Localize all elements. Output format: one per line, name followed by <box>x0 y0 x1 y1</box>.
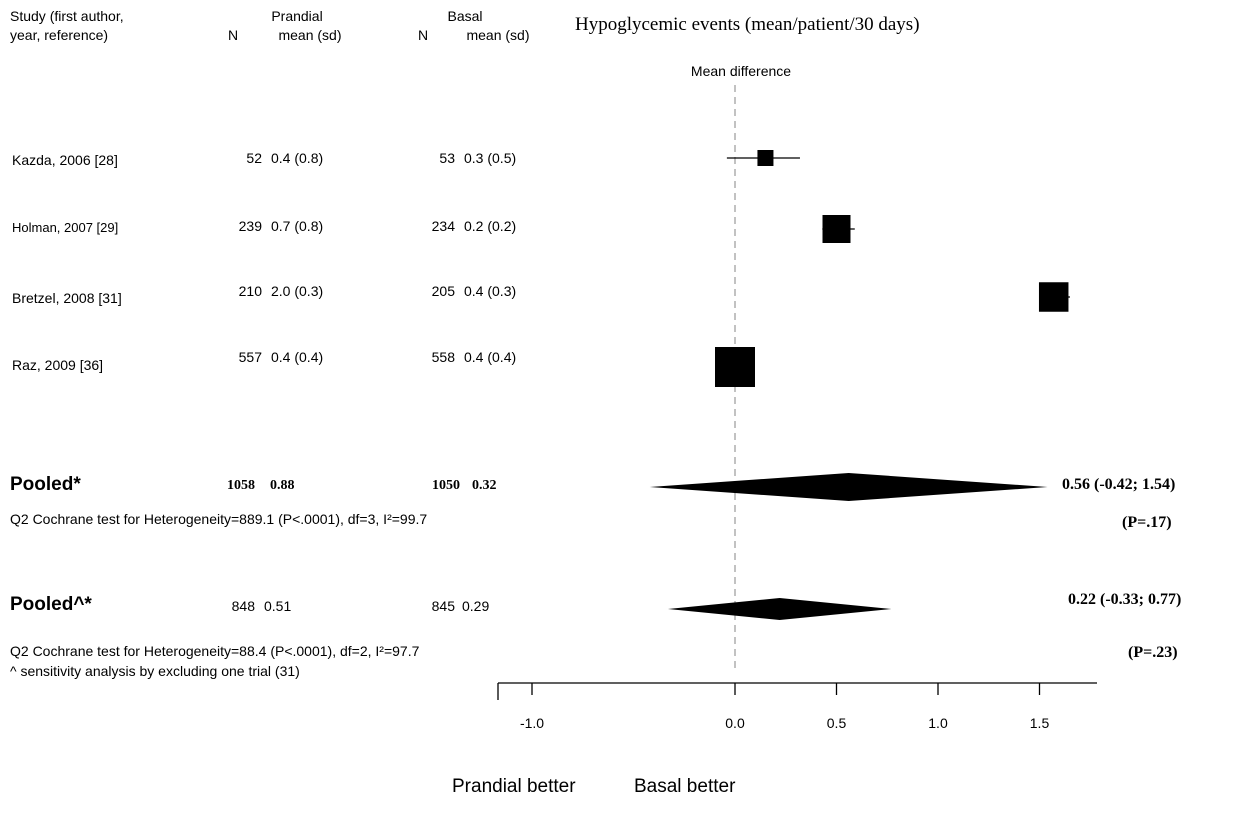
study-name: Kazda, 2006 [28] <box>12 152 118 168</box>
basal-mean-sd-header: mean (sd) <box>466 27 530 43</box>
pooled-prandial-mean: 0.51 <box>264 598 292 614</box>
pooled-prandial-mean: 0.88 <box>270 478 295 493</box>
prandial-better-label: Prandial better <box>452 776 576 797</box>
study-name: Raz, 2009 [36] <box>12 357 104 373</box>
pooled-estimate-text: 0.22 (-0.33; 0.77) <box>1068 591 1182 608</box>
study-estimate-square <box>715 347 755 387</box>
prandial-mean-sd-header: mean (sd) <box>278 27 342 43</box>
prandial-mean-sd: 2.0 (0.3) <box>271 283 324 299</box>
study-column-header-line1: Study (first author, <box>10 8 124 24</box>
prandial-n: 210 <box>238 283 262 299</box>
prandial-n: 52 <box>246 150 262 166</box>
plot-title: Hypoglycemic events (mean/patient/30 day… <box>575 14 920 35</box>
basal-mean-sd: 0.4 (0.4) <box>464 349 517 365</box>
pooled-basal-n: 1050 <box>432 478 460 493</box>
basal-n: 234 <box>431 218 455 234</box>
study-name: Bretzel, 2008 [31] <box>12 290 122 306</box>
pooled-basal-mean: 0.29 <box>462 598 490 614</box>
study-name: Holman, 2007 [29] <box>12 220 119 235</box>
pooled-diamond <box>649 473 1048 501</box>
pooled-label: Pooled* <box>10 474 81 495</box>
basal-n: 53 <box>439 150 455 166</box>
prandial-n: 239 <box>238 218 262 234</box>
prandial-n: 557 <box>238 349 262 365</box>
heterogeneity-text: Q2 Cochrane test for Heterogeneity=88.4 … <box>10 643 420 659</box>
basal-column-header: Basal <box>447 8 483 24</box>
pooled-prandial-n: 1058 <box>227 478 255 493</box>
study-column-header-line2: year, reference) <box>10 27 109 43</box>
basal-mean-sd: 0.4 (0.3) <box>464 283 517 299</box>
basal-mean-sd: 0.3 (0.5) <box>464 150 517 166</box>
study-estimate-square <box>1038 282 1069 312</box>
prandial-n-header: N <box>227 27 239 43</box>
basal-n: 205 <box>431 283 455 299</box>
basal-n: 558 <box>431 349 455 365</box>
footnote: ^ sensitivity analysis by excluding one … <box>10 663 300 679</box>
x-tick-label: -1.0 <box>520 715 544 731</box>
x-tick-label: 0.5 <box>827 715 847 731</box>
heterogeneity-text: Q2 Cochrane test for Heterogeneity=889.1… <box>10 511 428 527</box>
x-tick-label: 1.0 <box>928 715 948 731</box>
pooled-prandial-n: 848 <box>231 598 255 614</box>
x-tick-label: 0.0 <box>725 715 745 731</box>
study-estimate-square <box>757 150 774 166</box>
pooled-basal-mean: 0.32 <box>472 478 497 493</box>
basal-better-label: Basal better <box>634 776 736 797</box>
study-estimate-square <box>822 215 851 243</box>
prandial-column-header: Prandial <box>271 8 323 24</box>
x-tick-label: 1.5 <box>1030 715 1050 731</box>
pooled-label: Pooled^* <box>10 594 92 615</box>
pooled-basal-n: 845 <box>431 598 455 614</box>
pooled-p-value: (P=.23) <box>1128 644 1178 661</box>
prandial-mean-sd: 0.4 (0.4) <box>271 349 324 365</box>
mean-difference-label: Mean difference <box>690 63 792 79</box>
basal-n-header: N <box>417 27 429 43</box>
prandial-mean-sd: 0.4 (0.8) <box>271 150 324 166</box>
pooled-estimate-text: 0.56 (-0.42; 1.54) <box>1062 476 1176 493</box>
prandial-mean-sd: 0.7 (0.8) <box>271 218 324 234</box>
pooled-p-value: (P=.17) <box>1122 514 1172 531</box>
pooled-diamond <box>668 598 892 620</box>
basal-mean-sd: 0.2 (0.2) <box>464 218 517 234</box>
